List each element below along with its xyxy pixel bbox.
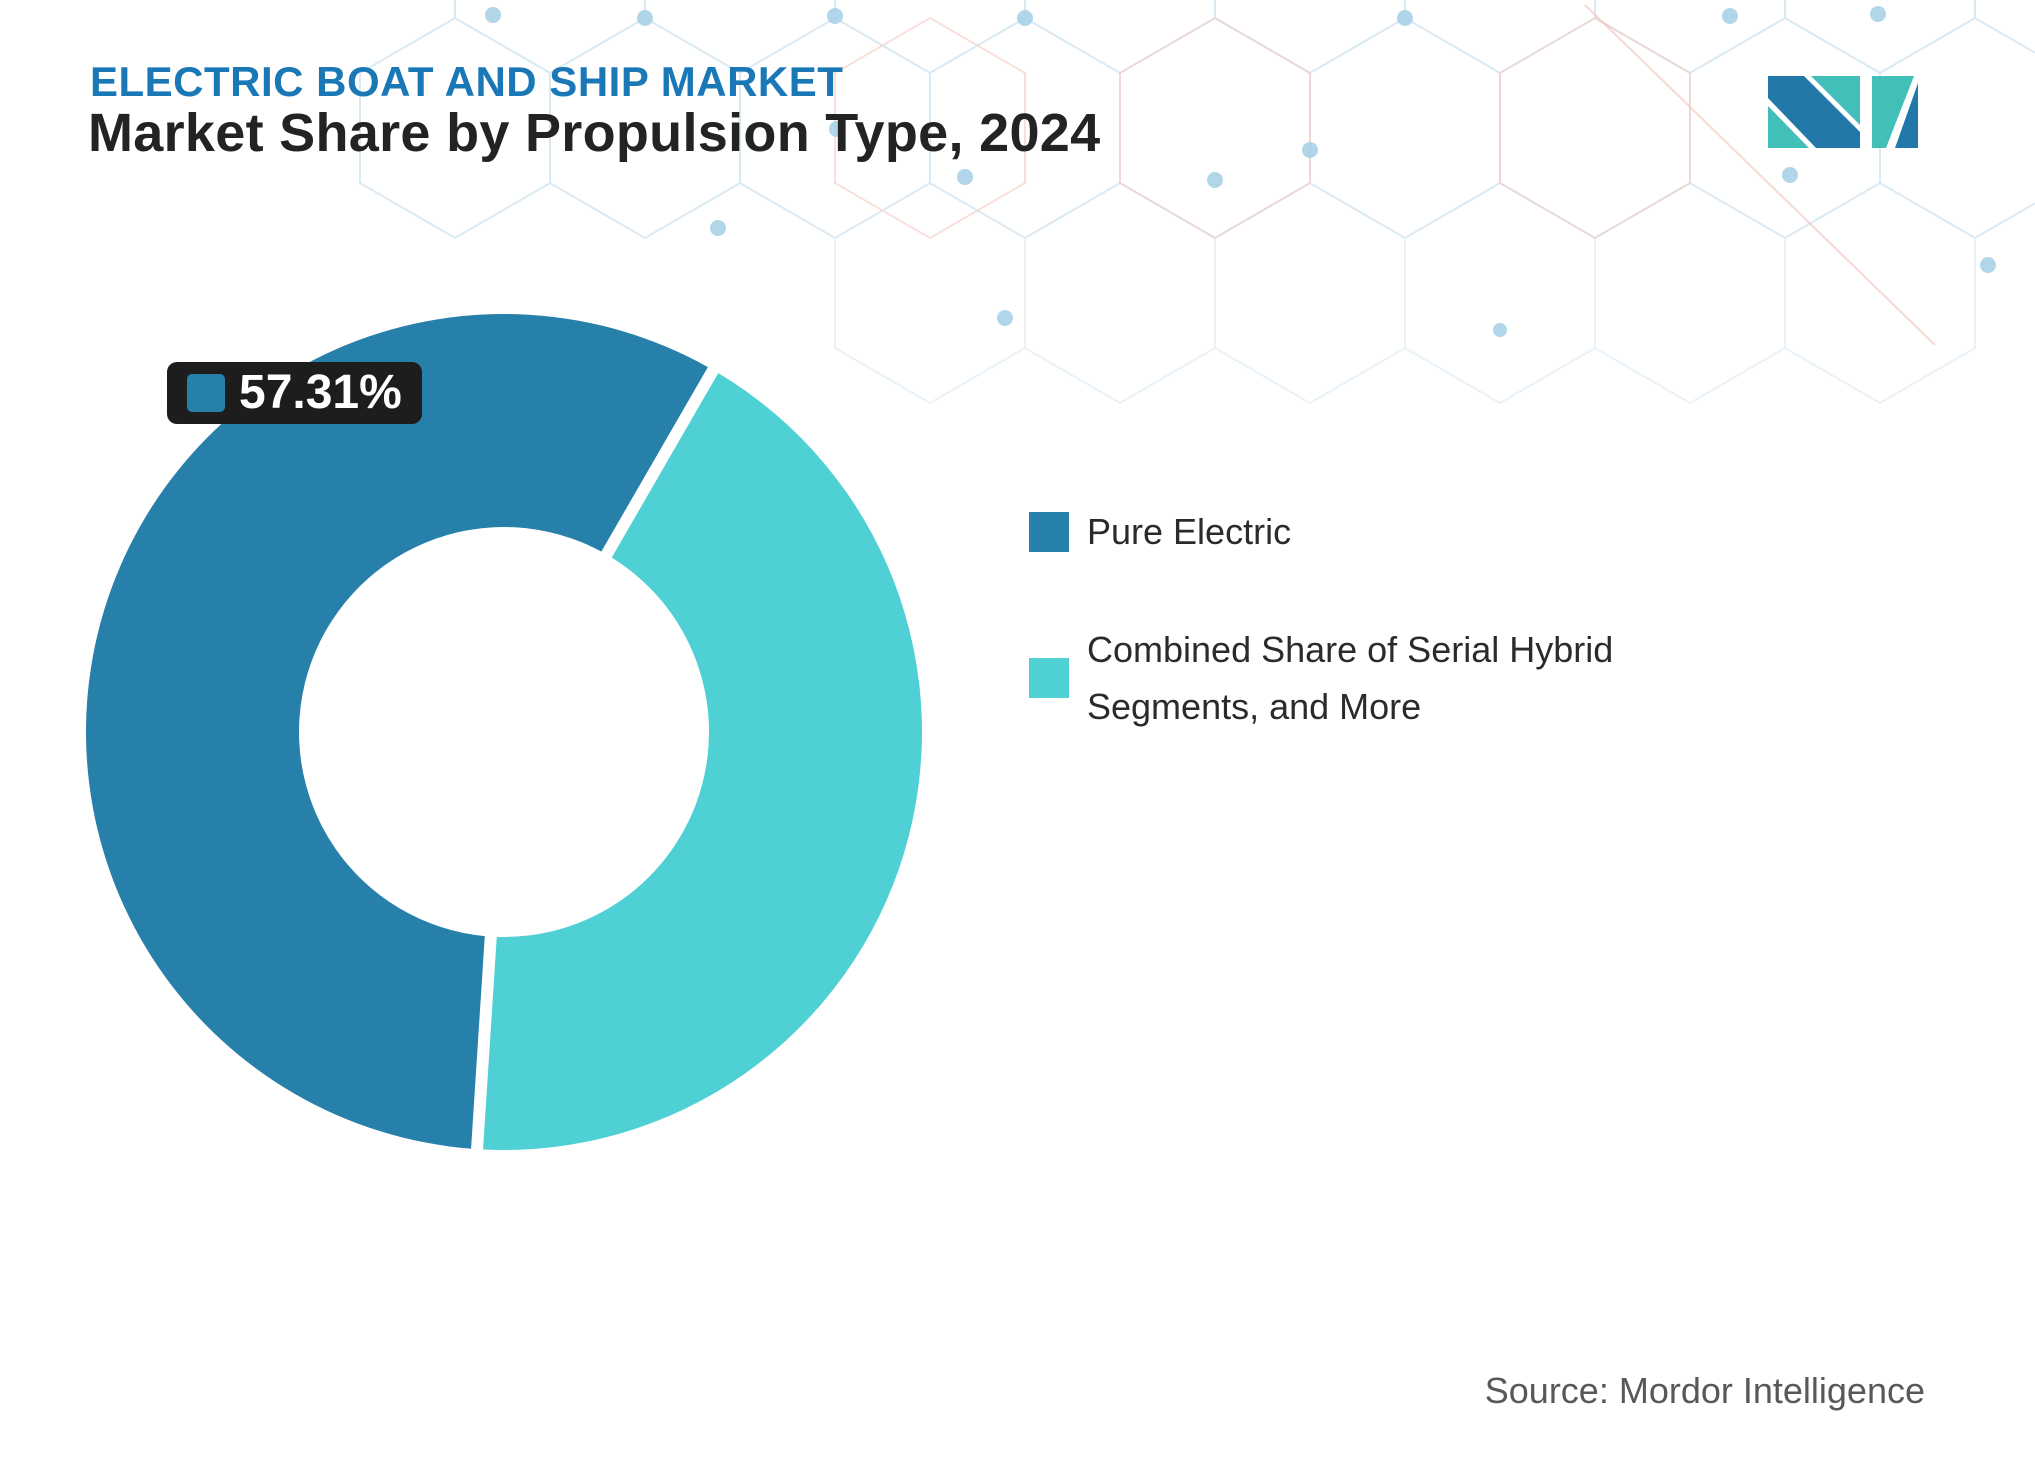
source-attribution: Source: Mordor Intelligence [1484, 1370, 1925, 1411]
mordor-intelligence-logo [1768, 76, 1918, 148]
legend-label-pure-electric: Pure Electric [1087, 511, 1292, 552]
page-title: Market Share by Propulsion Type, 2024 [88, 103, 1101, 163]
logo-teal-shape [1872, 76, 1914, 148]
legend: Pure Electric Combined Share of Serial H… [1029, 503, 1737, 736]
legend-label-serial-hybrid: Combined Share of Serial Hybrid Segments… [1087, 628, 1614, 728]
donut-slice-1[interactable] [483, 373, 922, 1150]
legend-swatch-pure-electric [1029, 511, 1069, 552]
legend-item-pure-electric[interactable]: Pure Electric [1029, 503, 1737, 561]
logo-blue-shape [1768, 76, 1860, 148]
logo-blue-shape [1895, 83, 1918, 148]
logo-teal-shape [1768, 106, 1809, 148]
data-label-badge: 57.31% [167, 362, 422, 424]
donut-slice-0[interactable] [85, 314, 708, 1149]
market-kicker: ELECTRIC BOAT AND SHIP MARKET [90, 58, 844, 105]
badge-series-swatch [187, 374, 225, 412]
data-label-value: 57.31% [239, 366, 402, 419]
donut-chart [85, 314, 922, 1150]
legend-swatch-serial-hybrid [1029, 658, 1069, 699]
legend-item-serial-hybrid[interactable]: Combined Share of Serial Hybrid Segments… [1029, 621, 1737, 736]
logo-teal-shape [1811, 76, 1860, 125]
